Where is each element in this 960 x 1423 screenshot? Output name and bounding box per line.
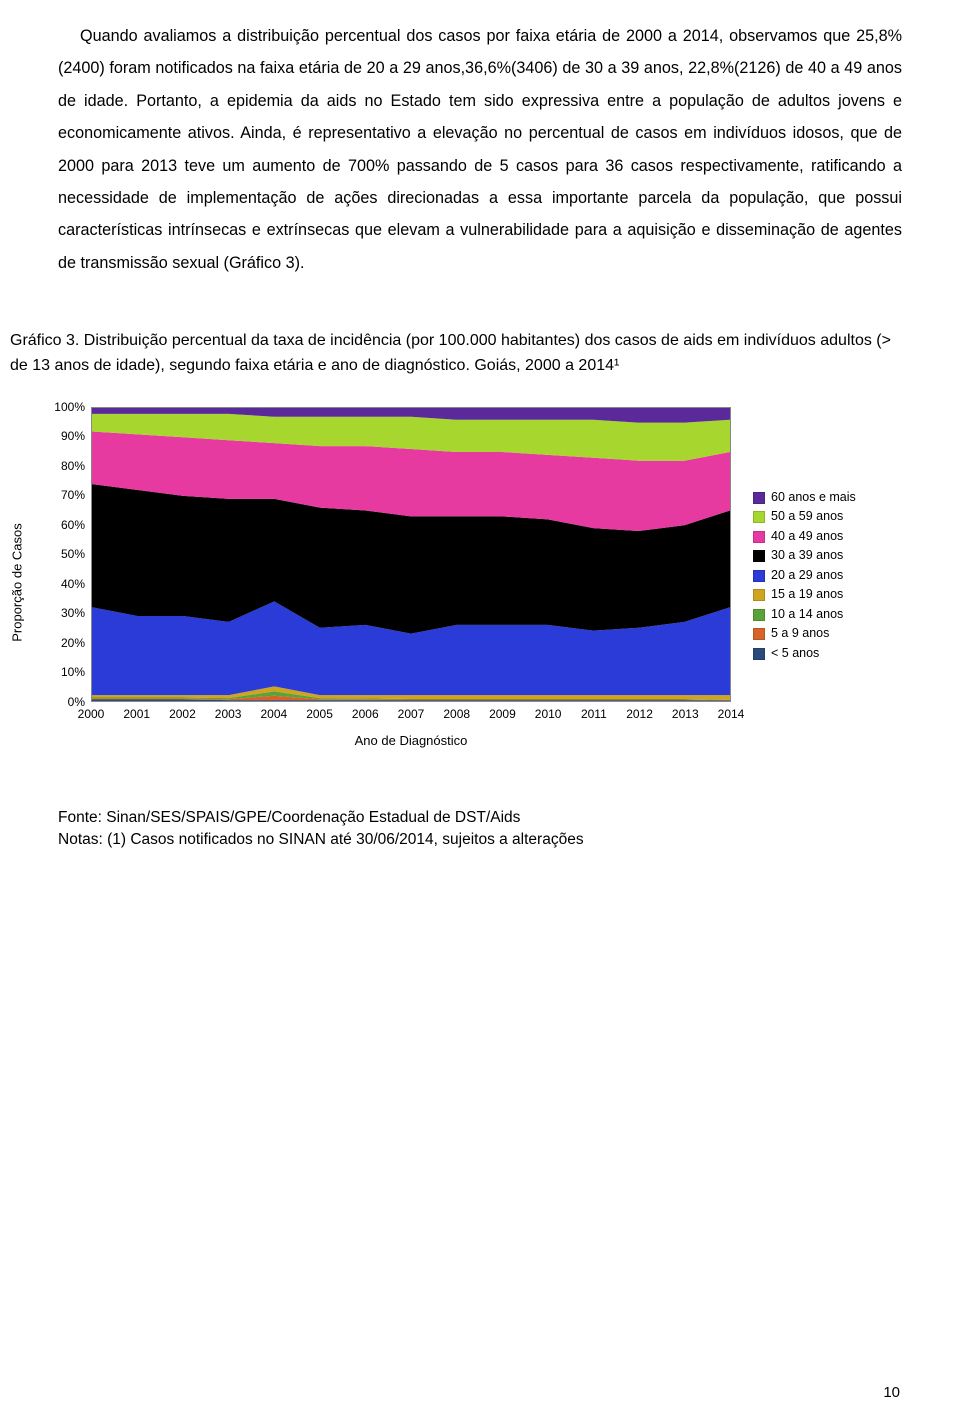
y-tick: 70% (30, 488, 85, 502)
x-tick: 2013 (672, 707, 699, 721)
x-tick: 2000 (78, 707, 105, 721)
legend-label: 60 anos e mais (771, 489, 856, 507)
legend-swatch (753, 648, 765, 660)
legend-swatch (753, 609, 765, 621)
legend-label: 10 a 14 anos (771, 606, 843, 624)
y-tick: 60% (30, 518, 85, 532)
source-block: Fonte: Sinan/SES/SPAIS/GPE/Coordenação E… (58, 807, 902, 852)
x-tick: 2008 (443, 707, 470, 721)
legend-label: 40 a 49 anos (771, 528, 843, 546)
x-tick: 2001 (123, 707, 150, 721)
x-tick: 2006 (352, 707, 379, 721)
y-tick: 30% (30, 606, 85, 620)
notes-line: Notas: (1) Casos notificados no SINAN at… (58, 829, 902, 851)
y-tick: 20% (30, 636, 85, 650)
area-svg (92, 408, 730, 701)
legend-label: 30 a 39 anos (771, 547, 843, 565)
legend-item: 20 a 29 anos (753, 567, 856, 585)
legend-label: 5 a 9 anos (771, 625, 829, 643)
legend-item: 60 anos e mais (753, 489, 856, 507)
y-tick: 50% (30, 547, 85, 561)
legend-label: < 5 anos (771, 645, 819, 663)
legend-item: 10 a 14 anos (753, 606, 856, 624)
x-tick: 2007 (398, 707, 425, 721)
x-tick: 2004 (260, 707, 287, 721)
x-tick: 2014 (718, 707, 745, 721)
y-tick: 90% (30, 429, 85, 443)
y-tick: 100% (30, 400, 85, 414)
y-tick: 80% (30, 459, 85, 473)
x-tick: 2009 (489, 707, 516, 721)
legend-item: 50 a 59 anos (753, 508, 856, 526)
legend-swatch (753, 531, 765, 543)
figure-caption: Gráfico 3. Distribuição percentual da ta… (10, 329, 902, 379)
legend-item: 15 a 19 anos (753, 586, 856, 604)
legend-item: 40 a 49 anos (753, 528, 856, 546)
x-tick: 2002 (169, 707, 196, 721)
y-tick: 40% (30, 577, 85, 591)
stacked-area-chart: Proporção de Casos 0%10%20%30%40%50%60%7… (23, 397, 913, 777)
plot-area (91, 407, 731, 702)
legend-label: 50 a 59 anos (771, 508, 843, 526)
legend-item: 30 a 39 anos (753, 547, 856, 565)
y-tick: 10% (30, 665, 85, 679)
x-tick: 2011 (581, 707, 607, 721)
page-number: 10 (883, 1384, 900, 1401)
body-paragraph: Quando avaliamos a distribuição percentu… (58, 20, 902, 279)
legend-swatch (753, 550, 765, 562)
legend-item: < 5 anos (753, 645, 856, 663)
x-tick: 2005 (306, 707, 333, 721)
legend-swatch (753, 570, 765, 582)
legend-label: 20 a 29 anos (771, 567, 843, 585)
x-axis-label: Ano de Diagnóstico (91, 733, 731, 748)
legend-item: 5 a 9 anos (753, 625, 856, 643)
x-tick: 2010 (535, 707, 562, 721)
legend-swatch (753, 511, 765, 523)
source-line: Fonte: Sinan/SES/SPAIS/GPE/Coordenação E… (58, 807, 902, 829)
legend: 60 anos e mais50 a 59 anos 40 a 49 anos30… (753, 487, 856, 665)
legend-swatch (753, 589, 765, 601)
y-axis-label: Proporção de Casos (10, 523, 25, 642)
page: Quando avaliamos a distribuição percentu… (0, 0, 960, 1423)
x-tick: 2012 (626, 707, 653, 721)
x-tick: 2003 (215, 707, 242, 721)
legend-swatch (753, 492, 765, 504)
legend-label: 15 a 19 anos (771, 586, 843, 604)
legend-swatch (753, 628, 765, 640)
